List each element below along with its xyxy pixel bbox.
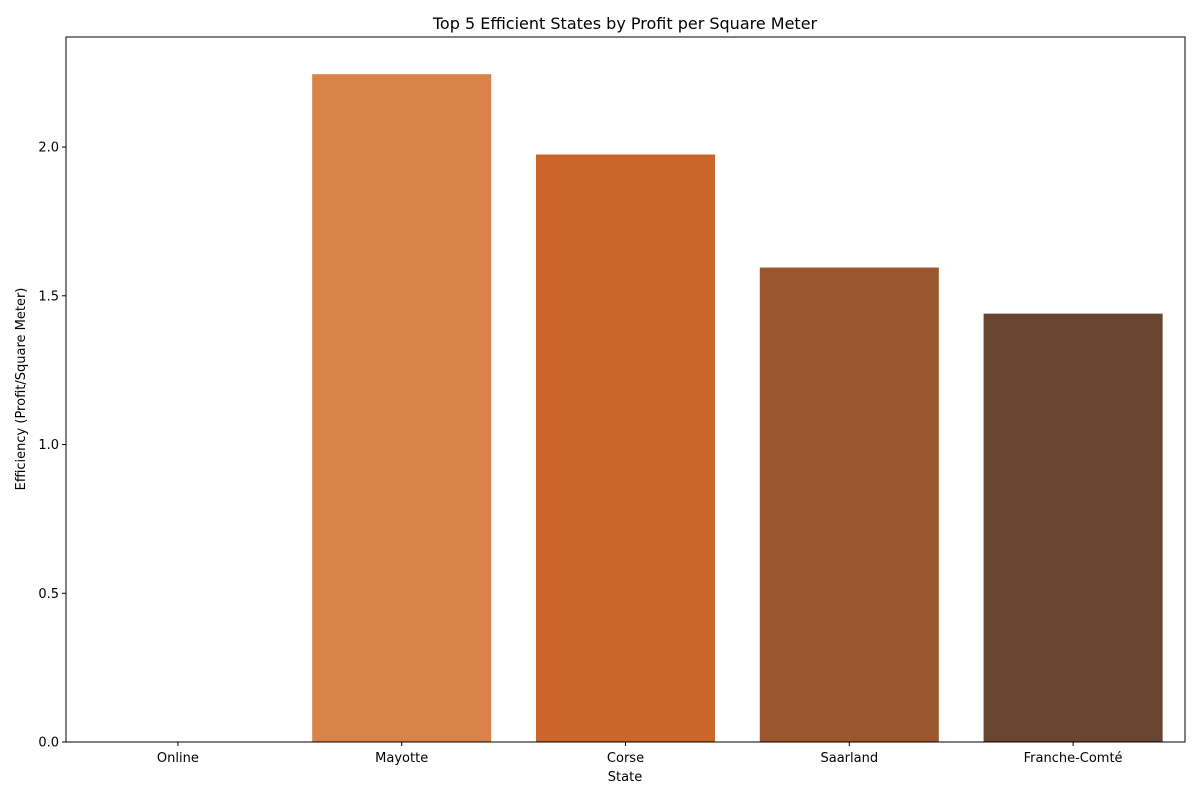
y-tick-label: 1.0: [38, 438, 59, 453]
bar-saarland: [759, 267, 939, 742]
x-tick-label: Franche-Comté: [1024, 751, 1123, 766]
bars-layer: [312, 74, 1163, 743]
bar-corse: [535, 154, 716, 742]
y-tick-label: 1.5: [38, 289, 59, 304]
y-axis-ticks: 0.0 0.5 1.0 1.5 2.0: [38, 141, 66, 751]
x-tick-label: Mayotte: [375, 751, 428, 766]
plot-frame: [65, 36, 1186, 743]
y-tick-label: 0.0: [38, 736, 59, 751]
x-tick-label: Online: [157, 751, 199, 766]
x-tick-label: Corse: [607, 751, 644, 766]
chart-title: Top 5 Efficient States by Profit per Squ…: [432, 14, 818, 33]
x-axis-ticks: Online Mayotte Corse Saarland Franche-Comté: [157, 742, 1123, 766]
y-tick-label: 2.0: [38, 141, 59, 156]
bar-mayotte: [312, 74, 492, 743]
x-tick-label: Saarland: [820, 751, 878, 766]
y-axis-label: Efficiency (Profit/Square Meter): [14, 288, 29, 491]
y-tick-label: 0.5: [38, 587, 59, 602]
bar-franche-comt-: [983, 313, 1163, 742]
x-axis-label: State: [608, 770, 642, 785]
